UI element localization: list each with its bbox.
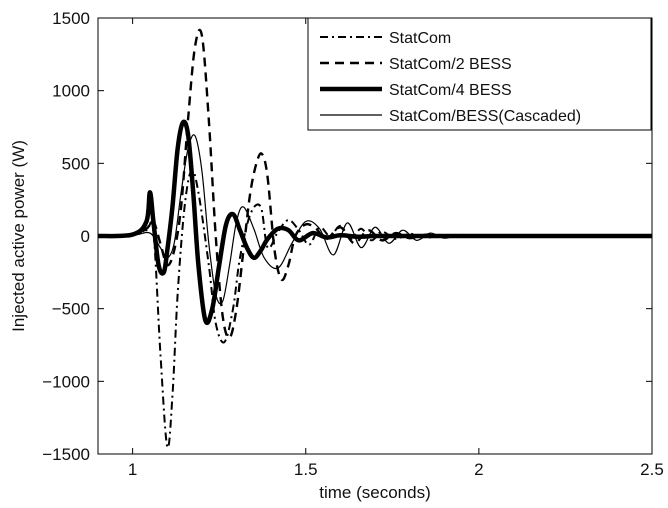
y-tick-label: −1000	[42, 372, 90, 391]
y-tick-label: 500	[62, 154, 90, 173]
legend-label-2bess: StatCom/2 BESS	[389, 56, 512, 73]
legend: StatCom StatCom/2 BESS StatCom/4 BESS St…	[307, 17, 652, 131]
series-layer	[97, 28, 653, 449]
x-tick-label: 1.5	[294, 460, 318, 479]
legend-label-statcom: StatCom	[389, 30, 451, 47]
y-tick-label: −500	[52, 300, 90, 319]
y-tick-label: 1500	[52, 9, 90, 28]
series-statcom-4bess	[97, 119, 652, 326]
x-tick-label: 1	[128, 460, 137, 479]
x-axis-title: time (seconds)	[319, 483, 430, 502]
legend-label-4bess: StatCom/4 BESS	[389, 82, 512, 99]
series-statcom-bess-cascaded	[97, 134, 653, 305]
legend-label-cascaded: StatCom/BESS(Cascaded)	[389, 108, 581, 125]
y-axis-title: Injected active power (W)	[9, 140, 28, 332]
y-tick-label: 0	[81, 227, 90, 246]
x-tick-label: 2	[474, 460, 483, 479]
series-statcom-2bess	[97, 28, 653, 340]
tick-layer: 1 1.5 2 2.5 −1500 −1000 −500 0 500 1000 1500	[42, 9, 664, 479]
legend-box	[307, 17, 652, 131]
x-tick-label: 2.5	[640, 460, 664, 479]
y-tick-label: −1500	[42, 445, 90, 464]
y-tick-label: 1000	[52, 82, 90, 101]
